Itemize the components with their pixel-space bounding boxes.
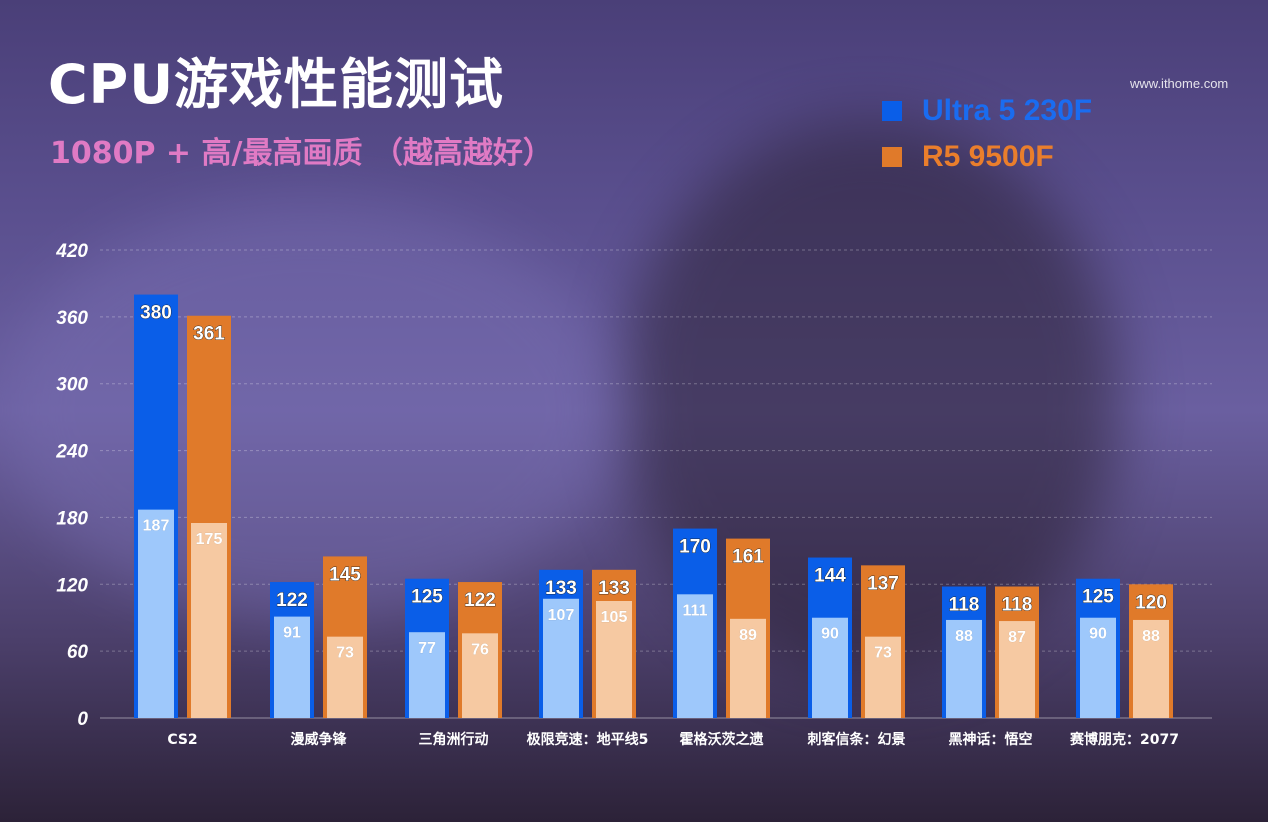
bar-value-label: 144: [814, 566, 846, 587]
bar-value-label: 122: [464, 590, 496, 611]
bar-low: [730, 618, 766, 718]
bar-low-label: 76: [471, 641, 489, 658]
bar-low: [596, 601, 632, 718]
chart-subtitle: 1080P + 高/最高画质 （越高越好）: [50, 136, 553, 171]
bar-value-label: 133: [545, 578, 577, 599]
bar-low-label: 111: [683, 602, 708, 619]
bar-low-label: 77: [418, 640, 436, 657]
bar-low: [462, 633, 498, 718]
y-tick-label: 0: [77, 709, 88, 730]
bar-value-label: 170: [679, 537, 711, 558]
bar-value-label: 137: [867, 573, 899, 594]
bar-low-label: 90: [821, 626, 839, 643]
legend-label-r5: R5 9500F: [922, 140, 1054, 173]
bar-low-label: 175: [196, 531, 223, 548]
bar-low: [1080, 617, 1116, 718]
x-tick-label: 赛博朋克：2077: [1069, 731, 1179, 748]
bar-low: [946, 619, 982, 718]
bar-low-label: 89: [739, 627, 757, 644]
y-tick-label: 360: [56, 308, 88, 329]
bar-low-label: 90: [1089, 626, 1107, 643]
x-tick-label: 黑神话：悟空: [949, 731, 1033, 748]
x-tick-label: CS2: [167, 732, 197, 748]
bar-low-label: 73: [336, 645, 354, 662]
bar-low-label: 73: [874, 645, 892, 662]
bar-low: [865, 636, 901, 718]
bar-low: [812, 617, 848, 718]
legend-swatch-ultra: [882, 101, 902, 121]
y-tick-label: 120: [56, 575, 88, 596]
y-tick-label: 180: [56, 508, 88, 529]
bar-value-label: 125: [411, 587, 443, 608]
bar-low: [327, 636, 363, 718]
bar-value-label: 125: [1082, 587, 1114, 608]
bar-low-label: 88: [955, 628, 973, 645]
bar-value-label: 118: [949, 595, 980, 616]
bar-value-label: 380: [140, 303, 172, 324]
bar-value-label: 161: [732, 547, 764, 568]
bar-low: [191, 523, 227, 718]
bar-low-label: 88: [1142, 628, 1160, 645]
legend-item-ultra: Ultra 5 230F: [882, 94, 1092, 128]
bar-low: [543, 598, 579, 718]
x-tick-label: 霍格沃茨之遗: [680, 731, 764, 748]
chart-title: CPU游戏性能测试: [48, 53, 505, 116]
y-tick-label: 420: [55, 241, 88, 262]
y-tick-label: 240: [55, 442, 88, 463]
bar-low: [677, 594, 713, 718]
x-tick-label: 漫威争锋: [291, 731, 348, 748]
bar-value-label: 118: [1002, 595, 1033, 616]
background-glow-left: [0, 200, 620, 620]
bar-low-label: 105: [601, 609, 628, 626]
bar-low: [138, 509, 174, 718]
x-tick-label: 极限竞速：地平线5: [527, 731, 649, 748]
bar-low-label: 107: [548, 607, 575, 624]
watermark: www.ithome.com: [1130, 76, 1229, 91]
x-tick-label: 三角洲行动: [419, 731, 489, 748]
y-tick-label: 300: [56, 375, 88, 396]
y-tick-label: 60: [67, 642, 89, 663]
legend-swatch-r5: [882, 147, 902, 167]
bar-low-label: 187: [143, 518, 170, 535]
bar-value-label: 122: [276, 590, 308, 611]
bar-value-label: 133: [598, 578, 630, 599]
bar-low: [274, 616, 310, 718]
legend-label-ultra: Ultra 5 230F: [922, 94, 1093, 127]
legend-item-r5: R5 9500F: [882, 140, 1054, 174]
bar-low: [1133, 619, 1169, 718]
bar-low: [409, 632, 445, 718]
bar-low: [999, 621, 1035, 718]
bar-value-label: 120: [1135, 592, 1167, 613]
bar-value-label: 361: [193, 324, 225, 345]
bar-low-label: 87: [1008, 629, 1026, 646]
bar-value-label: 145: [329, 564, 361, 585]
bar-low-label: 91: [283, 625, 301, 642]
x-tick-label: 刺客信条：幻景: [808, 731, 906, 748]
